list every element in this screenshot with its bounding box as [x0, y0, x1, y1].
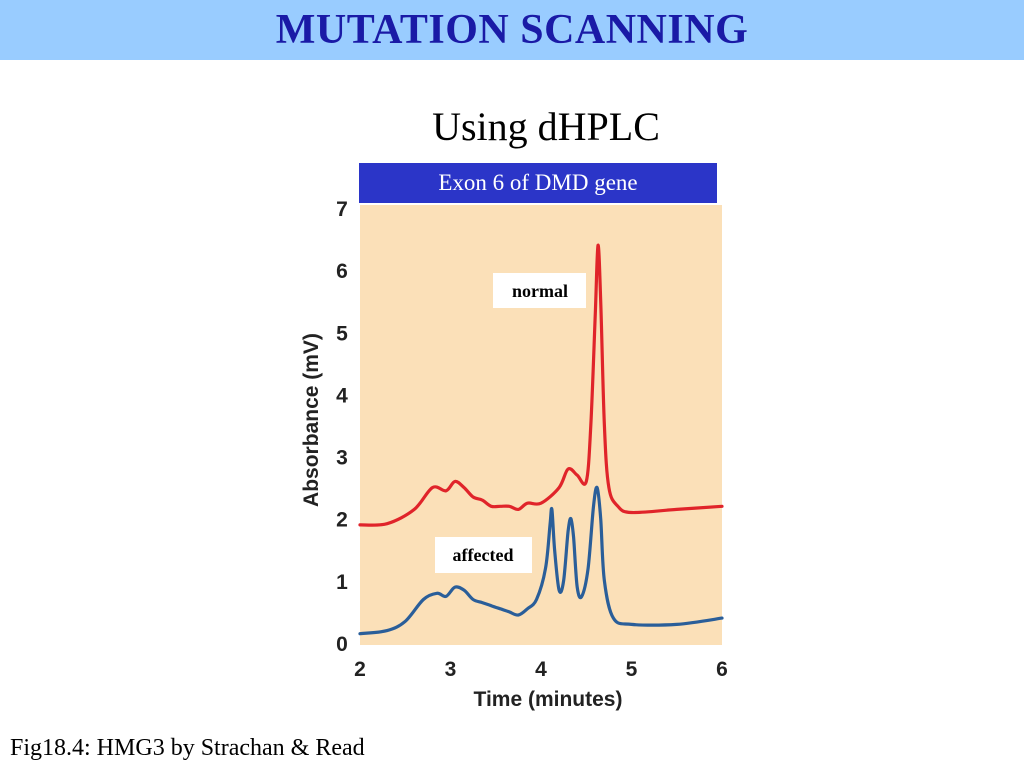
series-line-normal — [358, 243, 724, 527]
y-tick-label: 4 — [336, 384, 348, 407]
plot-area — [360, 205, 722, 645]
y-axis-label: Absorbance (mV) — [300, 333, 323, 507]
x-axis-label: Time (minutes) — [474, 688, 623, 711]
y-tick-label: 0 — [336, 633, 348, 656]
header-bar — [0, 0, 1024, 60]
x-tick-label: 2 — [354, 658, 366, 681]
y-tick-label: 5 — [336, 322, 348, 345]
x-tick-label: 5 — [626, 658, 638, 681]
slide-subtitle: Using dHPLC — [432, 104, 660, 149]
chart-title: Exon 6 of DMD gene — [438, 170, 637, 195]
label-box-normal — [493, 273, 586, 308]
x-tick-label: 3 — [445, 658, 457, 681]
annotation-affected: affected — [453, 545, 514, 565]
y-tick-label: 6 — [336, 260, 348, 283]
y-tick-label: 3 — [336, 447, 348, 470]
y-tick-label: 7 — [336, 198, 348, 221]
x-tick-label: 6 — [716, 658, 728, 681]
figure-caption: Fig18.4: HMG3 by Strachan & Read — [10, 735, 365, 761]
y-tick-label: 1 — [336, 571, 348, 594]
slide-title: MUTATION SCANNING — [275, 7, 749, 53]
chart-title-banner — [357, 161, 719, 205]
series-line-affected — [358, 485, 724, 636]
y-tick-label: 2 — [336, 509, 348, 532]
label-box-affected — [435, 537, 532, 573]
annotation-normal: normal — [512, 281, 568, 301]
x-tick-label: 4 — [535, 658, 547, 681]
